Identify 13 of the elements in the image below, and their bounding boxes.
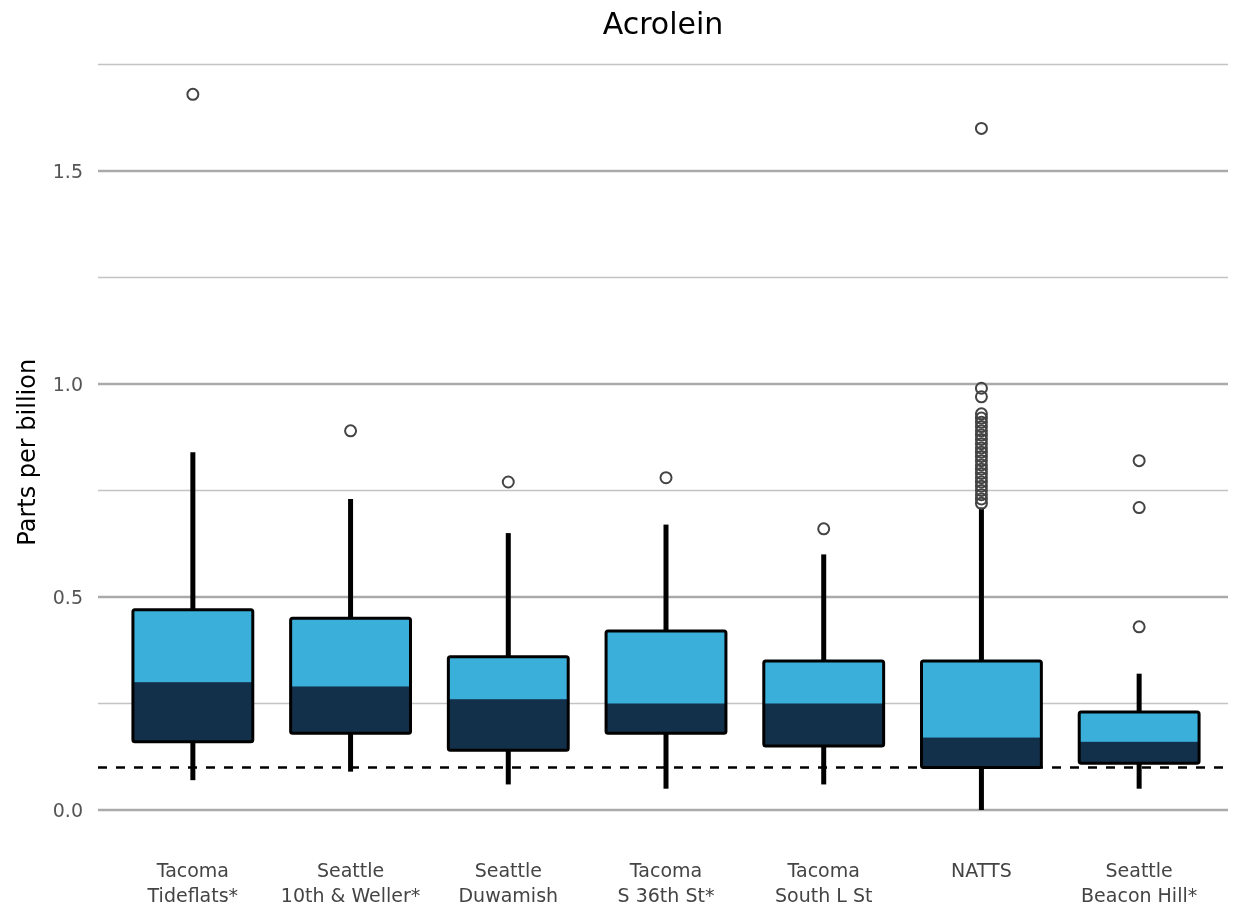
- x-tick-label: Seattle Beacon Hill*: [1081, 859, 1198, 906]
- x-tick-label: NATTS: [951, 859, 1012, 881]
- chart-title: Acrolein: [602, 6, 724, 41]
- y-tick-label: 0.0: [52, 798, 83, 821]
- x-tick-label: Seattle Duwamish: [458, 859, 559, 906]
- x-tick-label: Tacoma South L St: [775, 859, 873, 906]
- x-tick-label: Tacoma Tideflats*: [146, 859, 239, 906]
- y-tick-label: 1.5: [52, 159, 83, 182]
- y-axis-title: Parts per billion: [13, 358, 41, 546]
- x-tick-label: Tacoma S 36th St*: [617, 859, 715, 906]
- x-tick-label: Seattle 10th & Weller*: [280, 859, 421, 906]
- y-tick-label: 1.0: [52, 372, 83, 395]
- y-tick-label: 0.5: [52, 585, 83, 608]
